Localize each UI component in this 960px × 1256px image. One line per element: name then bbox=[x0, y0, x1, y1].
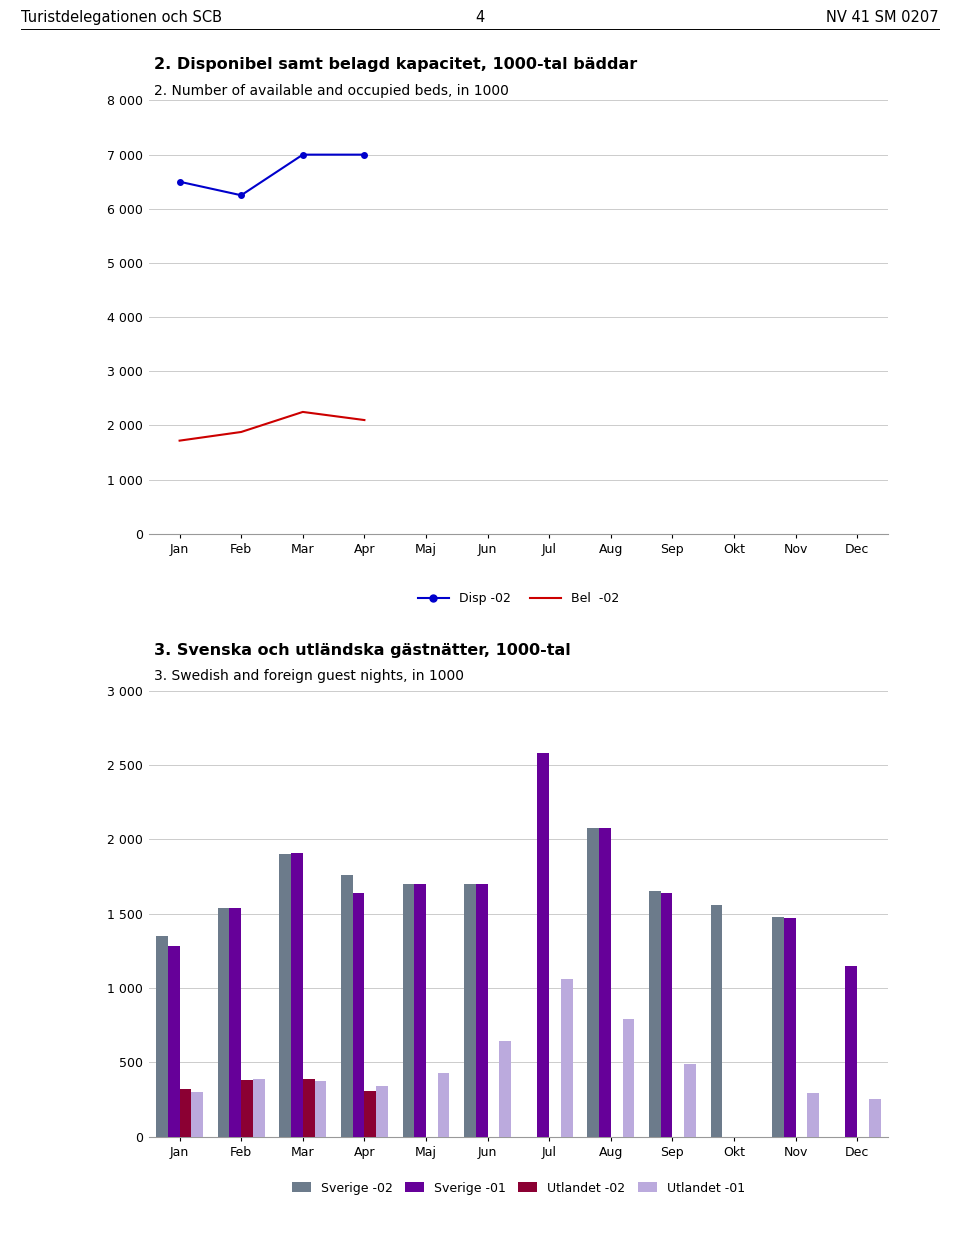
Bar bbox=[365, 1090, 376, 1137]
Bar bbox=[772, 917, 784, 1137]
Text: 4: 4 bbox=[475, 10, 485, 25]
Bar bbox=[302, 1079, 315, 1137]
Text: 2. Disponibel samt belagd kapacitet, 1000-tal bäddar: 2. Disponibel samt belagd kapacitet, 100… bbox=[154, 57, 636, 72]
Text: 2. Number of available and occupied beds, in 1000: 2. Number of available and occupied beds… bbox=[154, 84, 509, 98]
Text: NV 41 SM 0207: NV 41 SM 0207 bbox=[827, 10, 939, 25]
Bar bbox=[168, 947, 180, 1137]
Bar bbox=[465, 884, 476, 1137]
Bar bbox=[807, 1093, 819, 1137]
Text: Turistdelegationen och SCB: Turistdelegationen och SCB bbox=[21, 10, 222, 25]
Bar bbox=[622, 1020, 635, 1137]
Bar bbox=[660, 893, 672, 1137]
Bar bbox=[684, 1064, 696, 1137]
Bar bbox=[538, 754, 549, 1137]
Bar bbox=[415, 884, 426, 1137]
Bar bbox=[180, 1089, 191, 1137]
Bar bbox=[561, 980, 572, 1137]
Bar bbox=[499, 1041, 511, 1137]
Bar bbox=[252, 1079, 265, 1137]
Bar bbox=[191, 1091, 203, 1137]
Legend: Disp -02, Bel  -02: Disp -02, Bel -02 bbox=[413, 587, 624, 610]
Bar bbox=[241, 1080, 252, 1137]
Bar bbox=[710, 904, 722, 1137]
Text: 3. Svenska och utländska gästnätter, 1000-tal: 3. Svenska och utländska gästnätter, 100… bbox=[154, 643, 570, 658]
Bar bbox=[341, 875, 352, 1137]
Bar bbox=[476, 884, 488, 1137]
Bar bbox=[218, 908, 229, 1137]
Bar bbox=[229, 908, 241, 1137]
Legend: Sverige -02, Sverige -01, Utlandet -02, Utlandet -01: Sverige -02, Sverige -01, Utlandet -02, … bbox=[287, 1177, 750, 1199]
Bar bbox=[588, 828, 599, 1137]
Bar bbox=[649, 892, 660, 1137]
Bar bbox=[291, 853, 302, 1137]
Bar bbox=[156, 936, 168, 1137]
Bar bbox=[846, 966, 857, 1137]
Bar bbox=[315, 1081, 326, 1137]
Bar bbox=[784, 918, 796, 1137]
Bar bbox=[599, 828, 611, 1137]
Bar bbox=[438, 1073, 449, 1137]
Bar bbox=[352, 893, 365, 1137]
Bar bbox=[869, 1099, 880, 1137]
Bar bbox=[402, 884, 415, 1137]
Text: 3. Swedish and foreign guest nights, in 1000: 3. Swedish and foreign guest nights, in … bbox=[154, 669, 464, 683]
Bar bbox=[279, 854, 291, 1137]
Bar bbox=[376, 1086, 388, 1137]
